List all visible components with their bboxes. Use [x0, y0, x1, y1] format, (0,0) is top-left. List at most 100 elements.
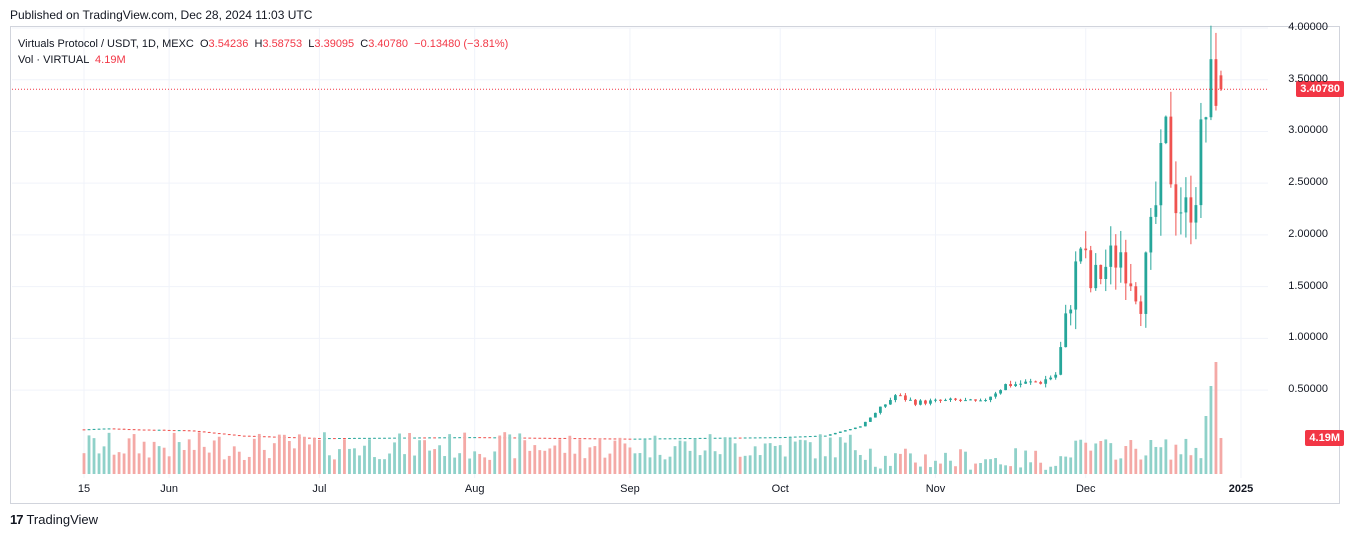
volume-bar [843, 442, 847, 474]
volume-bar [718, 454, 722, 474]
volume-bar [1154, 446, 1158, 474]
candle-body [643, 438, 647, 440]
volume-bar [403, 454, 406, 474]
candle-body [1189, 197, 1193, 223]
volume-bar [1064, 456, 1068, 474]
candle-body [1039, 382, 1043, 384]
candle-body [1179, 212, 1183, 214]
volume-bar [1054, 465, 1058, 474]
volume-bar [693, 438, 697, 474]
candle-body [608, 438, 612, 440]
volume-bar [568, 435, 572, 474]
volume-bar [1039, 462, 1043, 474]
volume-bar [152, 441, 156, 474]
volume-bar [172, 432, 176, 474]
volume-bar [227, 455, 231, 474]
volume-bar [383, 459, 386, 474]
y-tick-label: 1.50000 [1288, 279, 1328, 292]
volume-bar [217, 436, 221, 474]
volume-bar [593, 446, 597, 474]
candle-body [1134, 286, 1138, 302]
candle-body [648, 438, 652, 440]
volume-bar [638, 453, 642, 474]
candle-body [192, 430, 196, 432]
volume-bar [959, 449, 962, 474]
candle-body [1129, 283, 1133, 287]
volume-bar [192, 449, 196, 474]
volume-bar [563, 452, 567, 474]
volume-bar [668, 456, 672, 474]
candle-body [1069, 309, 1073, 314]
candle-body [823, 435, 827, 437]
candle-body [843, 430, 847, 432]
candle-body [939, 399, 942, 401]
volume-bar [773, 445, 777, 474]
candle-body [583, 438, 587, 440]
volume-bar [1089, 450, 1093, 474]
volume-bar [944, 452, 947, 474]
volume-bar [122, 453, 126, 474]
volume-label: Vol · VIRTUAL [18, 54, 89, 66]
candle-body [548, 437, 552, 439]
candle-body [473, 437, 477, 439]
volume-bar [543, 450, 547, 474]
volume-row: Vol · VIRTUAL 4.19M [18, 52, 508, 68]
x-tick-label: Jul [312, 483, 327, 495]
candle-body [453, 437, 457, 439]
volume-bar [82, 453, 86, 474]
volume-bar [1139, 459, 1143, 474]
candle-body [117, 428, 121, 430]
volume-bar [1004, 465, 1007, 474]
volume-bar [984, 459, 987, 474]
published-caption: Published on TradingView.com, Dec 28, 20… [10, 8, 313, 22]
candle-body [1194, 205, 1198, 223]
volume-bar [297, 434, 301, 474]
candle-body [1169, 116, 1173, 185]
candle-body [383, 437, 386, 439]
candle-body [808, 436, 812, 438]
volume-bar [1044, 469, 1048, 474]
volume-bar [728, 438, 732, 474]
footer-brand[interactable]: TradingView [26, 512, 99, 527]
volume-bar [964, 451, 967, 474]
volume-tag: 4.19M [1305, 430, 1344, 446]
candle-body [1209, 59, 1213, 118]
candle-body [563, 437, 567, 439]
candle-body [1089, 250, 1093, 289]
volume-bar [618, 437, 622, 474]
candle-body [633, 438, 637, 440]
candle-body [768, 437, 772, 439]
candle-body [227, 434, 231, 436]
candle-body [628, 438, 632, 440]
volume-bar [523, 440, 527, 474]
volume-bar [463, 432, 467, 474]
volume-bar [778, 445, 782, 474]
candle-body [1154, 205, 1158, 217]
volume-bar [237, 451, 241, 474]
candle-body [733, 437, 737, 439]
candle-body [162, 429, 166, 431]
candle-body [197, 430, 201, 432]
candle-body [753, 437, 757, 439]
volume-bar [738, 456, 742, 474]
volume-bar [1114, 459, 1118, 474]
volume-bar [102, 446, 106, 474]
y-tick-label: 4.00000 [1288, 21, 1328, 33]
footer: 17 TradingView [10, 512, 98, 527]
volume-bar [708, 434, 712, 474]
candle-body [458, 437, 462, 439]
volume-bar [808, 442, 812, 474]
candle-body [738, 437, 742, 439]
candle-body [758, 437, 762, 439]
chart-frame [10, 26, 1340, 504]
volume-bar [909, 453, 912, 474]
volume-bar [858, 454, 862, 474]
candle-body [728, 437, 732, 439]
volume-bar [413, 455, 416, 474]
volume-bar [202, 446, 206, 474]
volume-bar [1199, 458, 1203, 474]
volume-bar [92, 438, 96, 474]
candle-body [1064, 313, 1068, 348]
volume-bar [473, 451, 477, 474]
